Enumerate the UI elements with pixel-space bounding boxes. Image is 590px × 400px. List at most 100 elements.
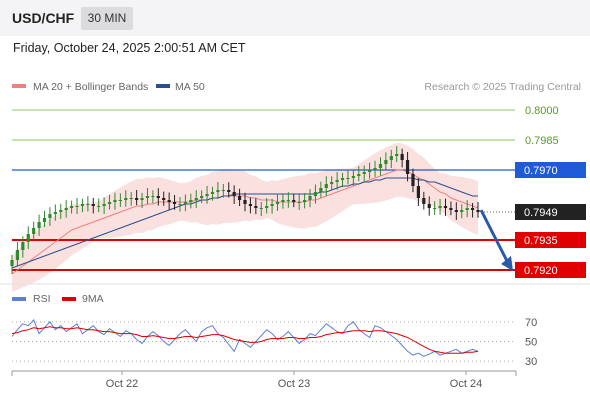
support-level-label: 0.7935 xyxy=(524,235,558,247)
candle-body xyxy=(422,198,426,204)
candle-body xyxy=(178,204,182,205)
bollinger-band-area xyxy=(12,143,478,292)
candle-body xyxy=(75,206,79,207)
candle-body xyxy=(416,186,420,198)
candle-body xyxy=(129,198,133,199)
candle-body xyxy=(324,184,328,188)
candle-body xyxy=(80,204,85,206)
candle-body xyxy=(373,168,377,170)
ma20-legend-label: MA 20 + Bollinger Bands xyxy=(33,81,148,93)
support-level-label: 0.7920 xyxy=(524,265,558,277)
candle-body xyxy=(335,180,339,182)
candle-body xyxy=(395,154,399,156)
support-level-tag-notch xyxy=(515,262,520,278)
candle-body xyxy=(151,196,155,197)
ma9-legend-label: 9MA xyxy=(82,293,104,305)
candle-body xyxy=(330,182,334,184)
candle-body xyxy=(340,178,345,180)
candle-body xyxy=(248,204,253,206)
bollinger-bands xyxy=(12,143,478,292)
candle-body xyxy=(10,260,14,266)
last-price-tag xyxy=(515,204,586,220)
candle-body xyxy=(113,200,117,202)
candle-body xyxy=(303,200,307,202)
candle-body xyxy=(216,190,220,192)
candle-body xyxy=(15,250,20,260)
candle-body xyxy=(86,204,90,205)
candle-body xyxy=(319,188,323,192)
candle-body xyxy=(275,202,280,204)
candle-body xyxy=(292,200,296,202)
candle-body xyxy=(308,196,312,200)
candle-body xyxy=(270,204,274,206)
candle-body xyxy=(70,206,74,208)
candle-body xyxy=(286,200,290,201)
support-level-tag-notch xyxy=(515,232,520,248)
price-levels xyxy=(12,109,515,271)
candle-body xyxy=(48,214,52,218)
candle-body xyxy=(254,206,258,208)
candle-body xyxy=(357,174,361,176)
ma50-legend-label: MA 50 xyxy=(175,81,205,93)
rsi-legend-swatch xyxy=(12,297,26,301)
candle-body xyxy=(384,160,388,164)
candle-body xyxy=(194,198,198,200)
candle-body xyxy=(259,208,263,209)
interval-button[interactable]: 30 MIN xyxy=(81,7,133,30)
top-bar: USD/CHF 30 MIN xyxy=(0,0,590,36)
rsi-ma-line xyxy=(11,326,479,354)
candle-body xyxy=(183,202,187,204)
candle-body xyxy=(313,192,318,196)
candle-body xyxy=(400,154,404,160)
symbol-label: USD/CHF xyxy=(12,10,75,26)
candle-body xyxy=(427,204,431,208)
pivot-level-tag xyxy=(515,162,586,178)
rsi-legend-label: RSI xyxy=(33,293,51,305)
pivot-level-label: 0.7970 xyxy=(524,165,558,177)
x-axis-tick-label: Oct 24 xyxy=(450,378,482,390)
projection-arrow-head xyxy=(501,256,513,271)
candle-body xyxy=(297,202,301,203)
candle-body xyxy=(64,208,68,210)
last-price-label: 0.7949 xyxy=(524,207,558,219)
candle-body xyxy=(265,206,269,208)
candle-body xyxy=(454,210,458,212)
rsi-panel: 70 50 30 xyxy=(11,317,537,368)
candle-body xyxy=(237,196,242,200)
candle-body xyxy=(189,200,193,202)
candle-body xyxy=(37,222,41,228)
candle-body xyxy=(140,198,144,200)
candle-body xyxy=(102,204,106,206)
level-labels: 0.8000 0.7985 0.7970 0.7935 0.7920 0.7949 xyxy=(515,105,586,278)
x-axis-tick-label: Oct 23 xyxy=(278,378,310,390)
candle-body xyxy=(346,178,350,179)
candle-body xyxy=(362,172,366,174)
candle-body xyxy=(124,198,128,200)
candle-body xyxy=(200,196,204,198)
ma50-legend-swatch xyxy=(156,84,170,88)
candle-body xyxy=(411,174,415,186)
candle-body xyxy=(107,202,112,204)
candle-body xyxy=(476,210,480,212)
candle-body xyxy=(97,206,101,207)
candle-body xyxy=(172,202,177,204)
candle-body xyxy=(118,200,122,201)
candle-body xyxy=(53,212,57,214)
ma9-legend-swatch xyxy=(62,297,76,301)
timestamp: Friday, October 24, 2025 2:00:51 AM CET xyxy=(13,41,246,55)
candle-body xyxy=(162,198,166,200)
projection-arrow-shaft xyxy=(479,209,509,262)
candle-body xyxy=(59,210,63,212)
candle-body xyxy=(221,190,225,191)
candle-body xyxy=(351,176,355,178)
ma20-legend-swatch xyxy=(12,84,26,88)
candle-body xyxy=(21,242,25,250)
candle-body xyxy=(433,208,437,209)
candle-body xyxy=(389,156,393,160)
candle-body xyxy=(460,210,464,212)
candle-body xyxy=(42,218,47,222)
candle-body xyxy=(135,198,139,200)
candle-body xyxy=(378,164,383,168)
resistance-level-label: 0.7985 xyxy=(525,135,559,147)
